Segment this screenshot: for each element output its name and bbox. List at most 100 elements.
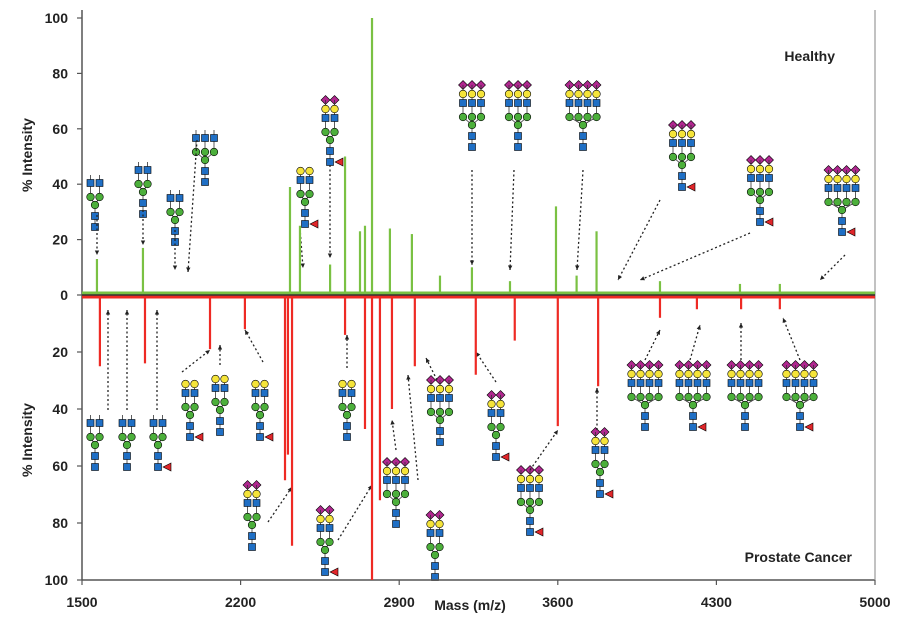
fucose <box>264 432 274 442</box>
hexose <box>296 166 305 176</box>
glcnac <box>251 389 260 397</box>
glcnac <box>91 212 99 220</box>
hexose <box>191 147 201 157</box>
hexose <box>833 197 842 207</box>
glcnac <box>756 174 764 182</box>
glcnac <box>201 167 209 175</box>
arrow-head <box>245 330 250 335</box>
arrow-line <box>819 254 846 281</box>
hexose <box>458 112 468 122</box>
arrow-line <box>267 486 293 523</box>
hexose <box>824 174 833 184</box>
glcnac <box>591 446 600 454</box>
arrow-head <box>508 265 513 270</box>
glycan-icon <box>86 175 104 231</box>
arrow-head <box>426 358 430 363</box>
glcnac <box>505 99 513 107</box>
hexose <box>684 369 693 379</box>
hexose <box>627 369 636 379</box>
glycan-icon <box>486 390 510 462</box>
arrow-head <box>738 323 744 328</box>
hexose <box>677 152 687 162</box>
glcnac <box>445 394 453 402</box>
glcnac <box>123 452 131 460</box>
glycan-icon <box>134 162 152 218</box>
hexose <box>702 369 711 379</box>
hexose <box>591 436 600 446</box>
glycan-icon <box>320 95 344 167</box>
glycan-icon <box>382 457 410 528</box>
hexose <box>693 369 702 379</box>
hexose <box>153 440 163 450</box>
arrow-line <box>244 329 264 363</box>
hexose <box>252 489 261 499</box>
glcnac <box>347 389 356 397</box>
glcnac <box>689 423 697 431</box>
hexose <box>476 112 486 122</box>
hexose <box>504 112 514 122</box>
hexose <box>400 466 410 476</box>
hexose <box>325 514 334 524</box>
hexose <box>305 189 314 199</box>
hexose <box>342 410 352 420</box>
glcnac <box>526 484 534 492</box>
hexose <box>170 215 180 225</box>
glcnac <box>316 524 325 532</box>
glcnac <box>654 379 663 387</box>
arrow-head <box>327 253 333 258</box>
glcnac <box>574 99 583 107</box>
hexose <box>842 197 851 207</box>
hexose <box>675 392 684 402</box>
hexose <box>347 379 356 389</box>
glcnac <box>687 139 695 147</box>
arrow-head <box>300 263 305 268</box>
arrow-head <box>782 318 787 323</box>
glycan-icon <box>564 80 602 151</box>
hexose <box>467 89 477 99</box>
x-tick-label: 4300 <box>701 594 732 610</box>
x-tick-label: 2200 <box>225 594 256 610</box>
glycan-icon <box>781 360 819 432</box>
glycan-icon <box>315 505 339 577</box>
glcnac <box>325 524 334 532</box>
glycan-icon <box>149 415 172 472</box>
hexose <box>534 497 544 507</box>
glycan-icon <box>674 360 712 432</box>
hexose <box>181 379 190 389</box>
glcnac <box>468 143 476 151</box>
glcnac <box>678 183 686 191</box>
glcnac <box>782 379 791 387</box>
glcnac <box>842 184 851 192</box>
hexose <box>745 369 754 379</box>
fucose <box>534 527 544 537</box>
hexose <box>190 379 199 389</box>
glcnac <box>684 379 693 387</box>
glcnac <box>678 139 686 147</box>
hexose <box>833 174 842 184</box>
arrow-head <box>344 335 350 340</box>
y-tick-label: 60 <box>52 458 68 474</box>
arrow-line <box>181 349 211 373</box>
arrow-head <box>640 276 645 281</box>
hexose <box>175 207 184 217</box>
hexose <box>782 392 791 402</box>
glcnac <box>154 452 162 460</box>
glcnac <box>95 419 104 427</box>
hexose <box>534 474 544 484</box>
hexose <box>467 120 477 130</box>
glycan-icon <box>823 165 861 237</box>
y-tick-label: 60 <box>52 121 68 137</box>
glycan-icon <box>746 155 774 227</box>
arrow-head <box>172 265 178 270</box>
y-tick-label: 0 <box>60 287 68 303</box>
hexose <box>837 205 847 215</box>
arrow-head <box>656 330 660 335</box>
hexose <box>764 187 774 197</box>
hexose <box>565 89 574 99</box>
glcnac <box>91 463 99 471</box>
hexose <box>522 112 532 122</box>
hexose <box>190 402 199 412</box>
glycan-icon <box>458 80 486 151</box>
hexose <box>435 415 445 425</box>
